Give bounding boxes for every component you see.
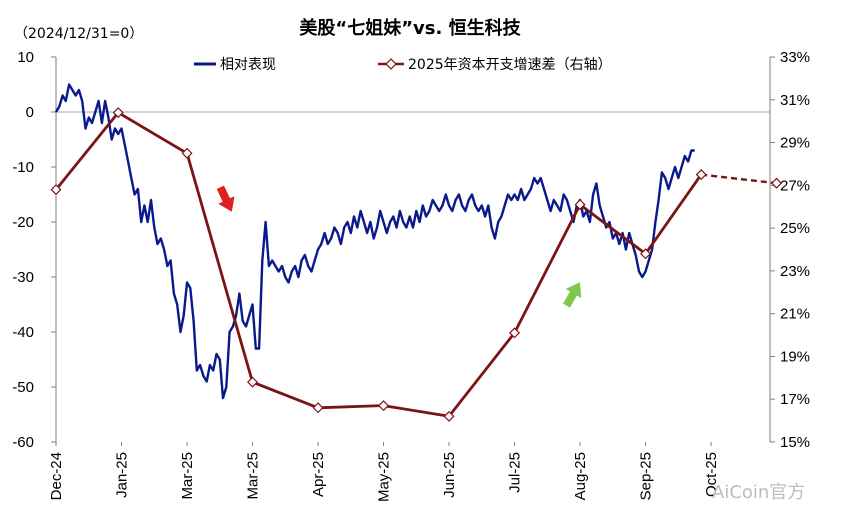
x-tick-label: Oct-25 bbox=[703, 452, 720, 497]
capex-point-marker bbox=[771, 177, 783, 189]
capex-point-marker bbox=[112, 107, 124, 119]
x-tick-label: Aug-25 bbox=[572, 452, 589, 500]
x-tick-label: Mar-25 bbox=[179, 452, 196, 500]
legend: 相对表现 2025年资本开支增速差（右轴） bbox=[194, 57, 612, 73]
right-tick-label: 19% bbox=[780, 348, 810, 365]
x-tick-label: Jul-25 bbox=[507, 452, 524, 493]
left-tick-label: -50 bbox=[12, 379, 34, 396]
right-tick-label: 29% bbox=[780, 135, 810, 152]
series-capex-projection bbox=[701, 173, 777, 185]
right-tick-label: 21% bbox=[780, 306, 810, 323]
x-tick-label: Apr-25 bbox=[310, 452, 327, 497]
chart-note: （2024/12/31=0） bbox=[14, 26, 143, 42]
capex-point-marker bbox=[312, 402, 324, 414]
capex-point-marker bbox=[246, 376, 259, 388]
legend-label-relative: 相对表现 bbox=[220, 57, 276, 73]
x-tick-label: Jan-25 bbox=[114, 452, 131, 498]
arrow-down-icon bbox=[216, 185, 235, 212]
capex-point-marker bbox=[640, 248, 652, 260]
right-tick-label: 33% bbox=[780, 49, 810, 66]
right-tick-label: 27% bbox=[780, 177, 810, 194]
legend-marker-capex bbox=[385, 58, 397, 70]
capex-point-marker bbox=[574, 199, 586, 211]
left-tick-label: -60 bbox=[12, 434, 34, 451]
right-tick-label: 23% bbox=[780, 263, 810, 280]
left-tick-label: -20 bbox=[12, 214, 34, 231]
capex-point-marker bbox=[50, 184, 62, 196]
series-capex-line bbox=[54, 111, 703, 418]
axes bbox=[51, 56, 775, 446]
right-tick-label: 17% bbox=[780, 391, 810, 408]
x-tick-label: Dec-24 bbox=[48, 452, 65, 500]
left-tick-label: 10 bbox=[17, 49, 34, 66]
right-tick-label: 25% bbox=[780, 220, 810, 237]
left-tick-label: 0 bbox=[26, 104, 34, 121]
legend-label-capex: 2025年资本开支增速差（右轴） bbox=[408, 57, 612, 73]
capex-point-marker bbox=[695, 169, 707, 181]
chart-title: 美股“七姐妹”vs. 恒生科技 bbox=[299, 17, 521, 39]
left-tick-label: -40 bbox=[12, 324, 34, 341]
x-tick-label: Jun-25 bbox=[441, 452, 458, 498]
series-relative-line bbox=[54, 83, 695, 400]
capex-point-marker bbox=[443, 410, 455, 422]
series-layer bbox=[50, 83, 783, 422]
x-tick-label: Mar-25 bbox=[245, 452, 262, 500]
tick-labels: 10 0 -10 -20 -30 -40 -50 -60 33% 31% 29% 27% 25% 23% 2… bbox=[12, 49, 810, 502]
arrow-up-icon bbox=[563, 282, 582, 308]
right-tick-label: 15% bbox=[780, 434, 810, 451]
watermark-text: AiCoin官方 bbox=[712, 482, 805, 503]
left-tick-label: -10 bbox=[12, 159, 34, 176]
capex-point-marker bbox=[181, 147, 193, 159]
capex-point-marker bbox=[378, 400, 390, 412]
capex-point-marker bbox=[509, 327, 521, 339]
left-tick-label: -30 bbox=[12, 269, 34, 286]
right-tick-label: 31% bbox=[780, 92, 810, 109]
x-tick-label: May-25 bbox=[376, 452, 393, 502]
x-tick-label: Sep-25 bbox=[638, 452, 655, 500]
annotations bbox=[216, 185, 582, 308]
